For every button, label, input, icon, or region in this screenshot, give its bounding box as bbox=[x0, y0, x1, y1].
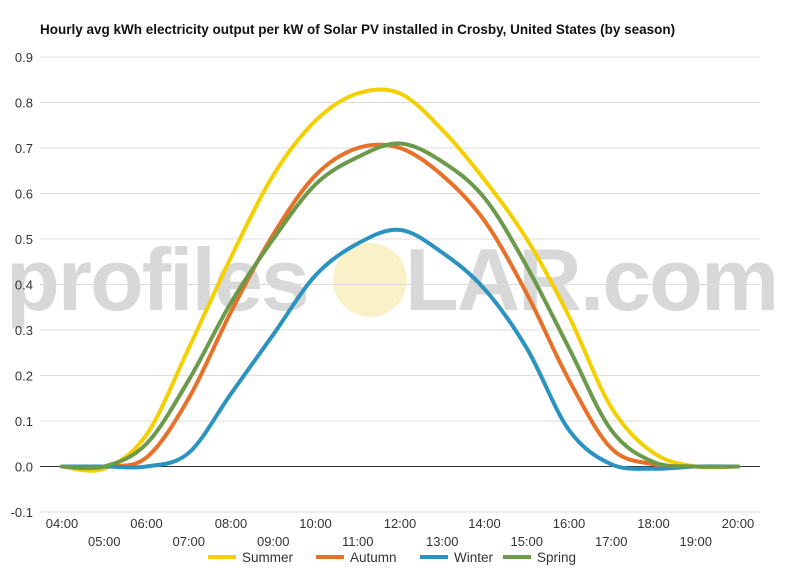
y-tick-label: 0.6 bbox=[15, 187, 33, 202]
x-axis: 04:00 05:00 06:00 07:00 08:00 09:00 10:00 11:00… bbox=[46, 516, 755, 549]
series-line-winter bbox=[60, 227, 740, 471]
y-tick-label: 0.8 bbox=[15, 96, 33, 111]
x-tick-label: 18:00 bbox=[637, 516, 670, 531]
y-tick-label: 0.5 bbox=[15, 232, 33, 247]
x-tick-label: 13:00 bbox=[426, 534, 459, 549]
x-tick-label: 08:00 bbox=[215, 516, 248, 531]
watermark-text-right: LAR.com bbox=[405, 230, 777, 329]
watermark-sun-icon bbox=[333, 243, 407, 317]
series-line-autumn bbox=[60, 142, 740, 470]
x-tick-label: 06:00 bbox=[130, 516, 163, 531]
watermark-text-left: profiles bbox=[6, 230, 308, 329]
x-tick-label: 20:00 bbox=[722, 516, 755, 531]
y-axis: -0.1 0.0 0.1 0.2 0.3 0.4 0.5 0.6 0.7 0.8 0.9 bbox=[11, 50, 33, 520]
series-line-summer bbox=[60, 87, 740, 473]
y-tick-label: 0.0 bbox=[15, 460, 33, 475]
y-tick-label: 0.9 bbox=[15, 50, 33, 65]
x-tick-label: 10:00 bbox=[299, 516, 332, 531]
y-tick-label: 0.1 bbox=[15, 414, 33, 429]
legend-label-summer: Summer bbox=[242, 550, 294, 565]
legend: Summer Autumn Winter Spring bbox=[208, 550, 576, 565]
x-tick-label: 17:00 bbox=[595, 534, 628, 549]
y-tick-label: 0.7 bbox=[15, 141, 33, 156]
x-tick-label: 07:00 bbox=[172, 534, 205, 549]
y-tick-label: 0.2 bbox=[15, 369, 33, 384]
y-tick-label: -0.1 bbox=[11, 505, 33, 520]
y-tick-label: 0.3 bbox=[15, 323, 33, 338]
watermark: profiles LAR.com bbox=[6, 230, 779, 329]
x-tick-label: 09:00 bbox=[257, 534, 290, 549]
y-tick-label: 0.4 bbox=[15, 278, 33, 293]
x-tick-label: 14:00 bbox=[468, 516, 501, 531]
chart-title: Hourly avg kWh electricity output per kW… bbox=[40, 22, 675, 37]
x-tick-label: 05:00 bbox=[88, 534, 121, 549]
legend-label-spring: Spring bbox=[537, 550, 576, 565]
series-lines bbox=[60, 87, 740, 473]
x-tick-label: 11:00 bbox=[342, 534, 374, 549]
x-tick-label: 15:00 bbox=[510, 534, 543, 549]
legend-label-autumn: Autumn bbox=[350, 550, 397, 565]
x-tick-label: 12:00 bbox=[384, 516, 417, 531]
legend-label-winter: Winter bbox=[454, 550, 494, 565]
series-line-spring bbox=[60, 141, 740, 471]
x-tick-label: 16:00 bbox=[553, 516, 586, 531]
x-tick-label: 04:00 bbox=[46, 516, 79, 531]
x-tick-label: 19:00 bbox=[679, 534, 712, 549]
